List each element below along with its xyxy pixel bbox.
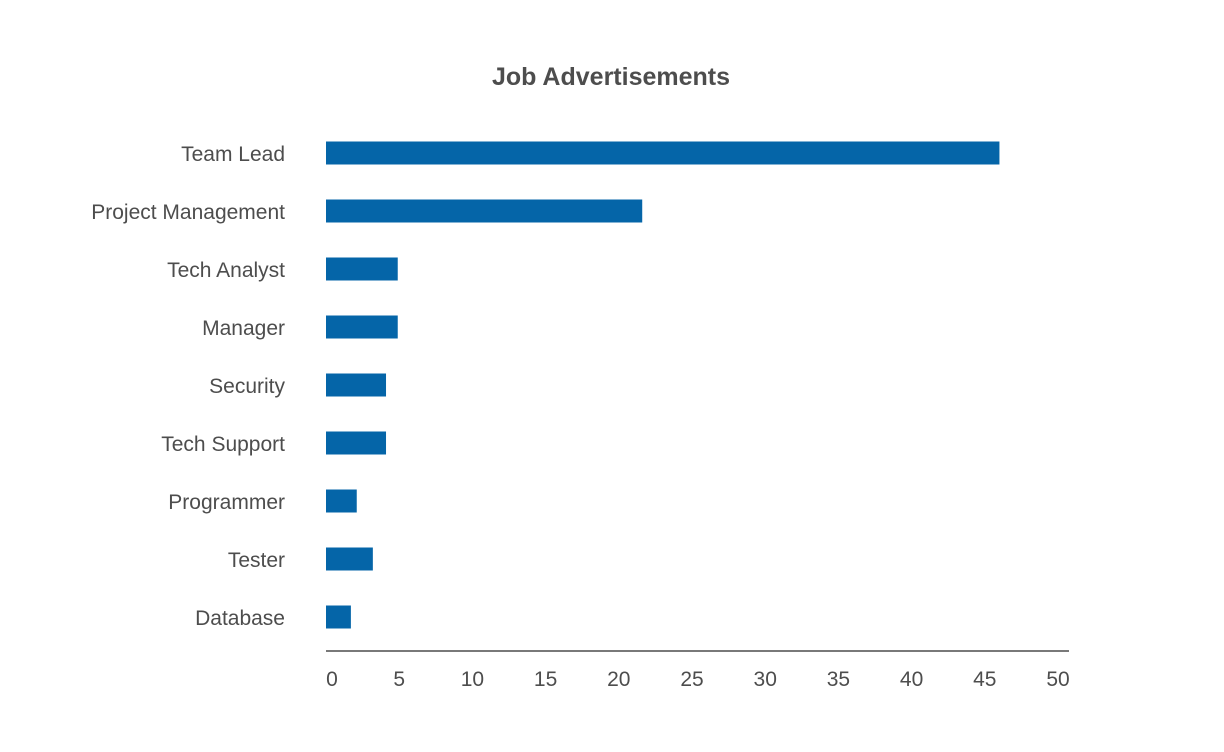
- x-tick-label: 35: [827, 668, 850, 691]
- bar-tech-support: [326, 431, 387, 455]
- bar-tech-analyst: [326, 257, 398, 281]
- bar-programmer: [326, 489, 357, 513]
- category-label: Tech Analyst: [167, 259, 285, 282]
- x-tick-label: 15: [534, 668, 557, 691]
- category-label: Security: [209, 375, 285, 398]
- x-tick-label: 0: [326, 668, 338, 691]
- bars-layer: [326, 141, 1000, 629]
- chart-title: Job Advertisements: [492, 63, 730, 91]
- x-tick-label: 20: [607, 668, 630, 691]
- x-tick-label: 40: [900, 668, 923, 691]
- x-tick-label: 25: [680, 668, 703, 691]
- category-labels: Team Lead Project Management Tech Analyst M…: [91, 143, 285, 630]
- x-tick-label: 30: [754, 668, 777, 691]
- category-label: Tech Support: [161, 433, 285, 456]
- bar-team-lead: [326, 141, 1000, 165]
- x-tick-label: 50: [1046, 668, 1069, 691]
- bar-security: [326, 373, 387, 397]
- bar-project-management: [326, 199, 643, 223]
- category-label: Team Lead: [181, 143, 285, 166]
- x-tick-label: 45: [973, 668, 996, 691]
- category-label: Database: [195, 607, 285, 630]
- x-axis-ticks: 0 5 10 15 20 25 30 35 40 45 50: [326, 668, 1070, 691]
- category-label: Manager: [202, 317, 285, 340]
- category-label: Tester: [228, 549, 285, 572]
- bar-tester: [326, 547, 373, 571]
- x-tick-label: 5: [393, 668, 405, 691]
- x-tick-label: 10: [461, 668, 484, 691]
- category-label: Project Management: [91, 201, 285, 224]
- bar-database: [326, 605, 351, 629]
- category-label: Programmer: [168, 491, 285, 514]
- bar-manager: [326, 315, 398, 339]
